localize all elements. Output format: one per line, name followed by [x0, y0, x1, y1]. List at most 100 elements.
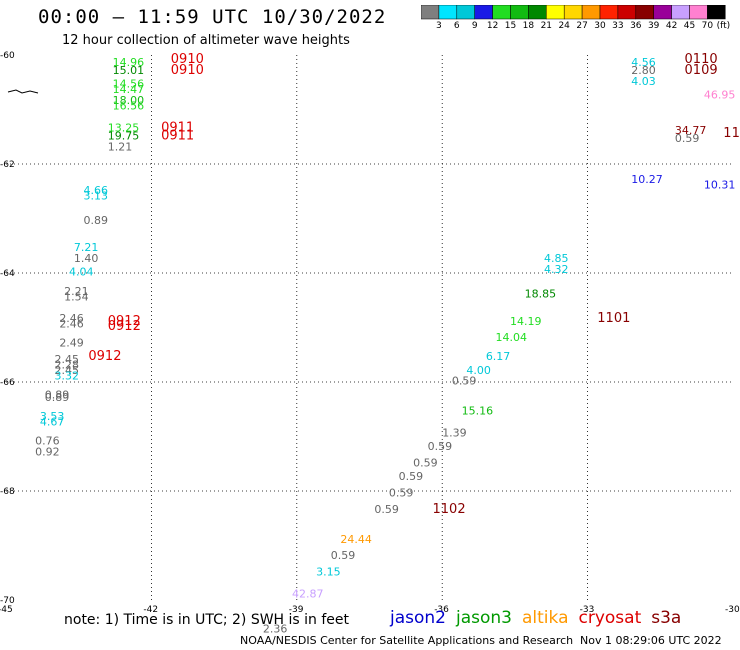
- time-label: 0911: [161, 128, 194, 143]
- wave-height-label: 3.53: [40, 410, 65, 423]
- wave-height-label: 4.00: [466, 364, 491, 377]
- wave-height-label: 0.59: [389, 486, 414, 499]
- wave-height-label: 3.13: [84, 189, 109, 202]
- time-label: 0910: [171, 52, 204, 67]
- wave-height-label: 14.04: [496, 331, 527, 344]
- color-scale-label: 3: [436, 21, 442, 31]
- wave-height-label: 4.32: [544, 263, 569, 276]
- time-label: 0109: [685, 63, 718, 78]
- wave-height-label: 24.44: [340, 533, 372, 546]
- wave-height-label: 1.54: [64, 290, 89, 303]
- color-scale-label: 24: [558, 21, 570, 31]
- credit-text: NOAA/NESDIS Center for Satellite Applica…: [240, 634, 574, 647]
- wave-height-label: 3.15: [316, 565, 341, 578]
- color-scale-label: 15: [504, 21, 517, 31]
- color-scale-label: 18: [522, 21, 535, 31]
- wave-height-label: 0.59: [675, 132, 700, 145]
- legend-item: jason2: [390, 608, 446, 628]
- time-label: 11: [723, 126, 740, 141]
- time-label: 0910: [171, 63, 204, 78]
- generated-timestamp: Nov 1 08:29:06 UTC 2022: [580, 634, 722, 647]
- wave-height-label: 2.49: [59, 337, 84, 350]
- time-label: 0912: [108, 314, 141, 329]
- wave-height-label: 19.75: [108, 129, 140, 142]
- wave-height-label: 15.16: [462, 405, 494, 418]
- wave-height-label: 4.85: [544, 252, 569, 265]
- legend-item: jason3: [456, 608, 512, 628]
- time-label: 0912: [88, 349, 121, 364]
- wave-height-label: 2.28: [54, 358, 79, 371]
- wave-height-label: 0.59: [413, 456, 438, 469]
- wave-height-label: 2.45: [54, 364, 79, 377]
- x-tick-label: -30: [725, 605, 740, 615]
- wave-height-label: 0.89: [84, 214, 109, 227]
- wave-height-label: 0.59: [399, 470, 424, 483]
- color-scale-label: 21: [540, 21, 553, 31]
- satellite-legend: jason2 jason3 altika cryosat s3a: [390, 608, 691, 628]
- wave-height-label: 14.47: [113, 83, 145, 96]
- color-scale-label: 70: [701, 21, 714, 31]
- legend-item: s3a: [651, 608, 682, 628]
- color-scale-label: 36: [630, 21, 642, 31]
- wave-height-label: 7.21: [74, 241, 99, 254]
- wave-height-label: 42.87: [292, 587, 324, 600]
- x-tick-label: -33: [580, 605, 595, 615]
- color-scale-labels: 3 6 9 12 15 18 21 24 27 30 33 36 39 42 45 70 (ft): [421, 21, 740, 35]
- wave-height-label: 1.21: [108, 140, 133, 153]
- footnote: note: 1) Time is in UTC; 2) SWH is in fe…: [64, 612, 350, 628]
- wave-height-label: 3.32: [54, 369, 79, 382]
- wave-height-label: 2.46: [59, 312, 84, 325]
- wave-height-label: 0.89: [45, 388, 69, 401]
- time-label: 0110: [685, 52, 718, 67]
- wave-height-label: 1.40: [74, 252, 99, 265]
- color-scale-label: 6: [453, 21, 460, 31]
- color-scale-unit: (ft): [716, 21, 731, 31]
- color-scale-label: 27: [576, 21, 588, 31]
- wave-height-label: 18.85: [525, 288, 557, 301]
- wave-height-label: 2.36: [263, 623, 288, 636]
- color-scale-label: 45: [683, 21, 696, 31]
- legend-item: cryosat: [578, 608, 642, 628]
- y-tick-label: -64: [0, 269, 15, 279]
- x-tick-label: -42: [143, 605, 158, 615]
- wave-height-label: 10.31: [704, 179, 736, 192]
- wave-height-label: 14.96: [113, 56, 145, 69]
- color-scale-label: 12: [486, 21, 499, 31]
- y-tick-label: -62: [0, 160, 15, 170]
- wave-height-label: 14.19: [510, 315, 542, 328]
- legend-item: altika: [522, 608, 569, 628]
- wave-height-label: 0.59: [331, 549, 356, 562]
- time-label: 1101: [597, 311, 630, 326]
- wave-height-label: 2.21: [64, 285, 89, 298]
- wave-height-label: 4.66: [84, 184, 109, 197]
- y-tick-label: -60: [0, 51, 15, 61]
- coastline-fragment: [7, 89, 39, 94]
- wave-height-label: 4.67: [40, 416, 65, 429]
- time-label: 1102: [433, 502, 466, 517]
- color-scale-bar: [421, 5, 726, 20]
- wave-height-label: 16.56: [113, 100, 145, 113]
- wave-height-label: 18.00: [113, 94, 145, 107]
- color-swatch: [707, 5, 726, 20]
- wave-height-label: 0.92: [35, 446, 60, 459]
- wave-height-label: 2.45: [54, 353, 79, 366]
- wave-height-label: 0.76: [35, 435, 60, 448]
- wave-height-label: 4.04: [69, 266, 94, 279]
- color-scale-label: 33: [612, 21, 624, 31]
- y-tick-label: -66: [0, 378, 15, 388]
- wave-height-label: 4.56: [631, 56, 656, 69]
- x-tick-label: -39: [289, 605, 304, 615]
- wave-height-label: 46.95: [704, 89, 736, 102]
- wave-height-label: 34.77: [675, 124, 707, 137]
- wave-height-label: 15.01: [113, 64, 145, 77]
- x-tick-label: -45: [0, 605, 13, 615]
- x-tick-label: -36: [434, 605, 449, 615]
- color-scale-label: 9: [471, 21, 478, 31]
- wave-height-label: 14.56: [113, 78, 145, 91]
- wave-height-label: 2.80: [631, 64, 656, 77]
- color-scale-label: 30: [594, 21, 606, 31]
- wave-height-label: 2.46: [59, 318, 84, 331]
- time-label: 0911: [161, 120, 194, 135]
- wave-height-label: 13.25: [108, 121, 140, 134]
